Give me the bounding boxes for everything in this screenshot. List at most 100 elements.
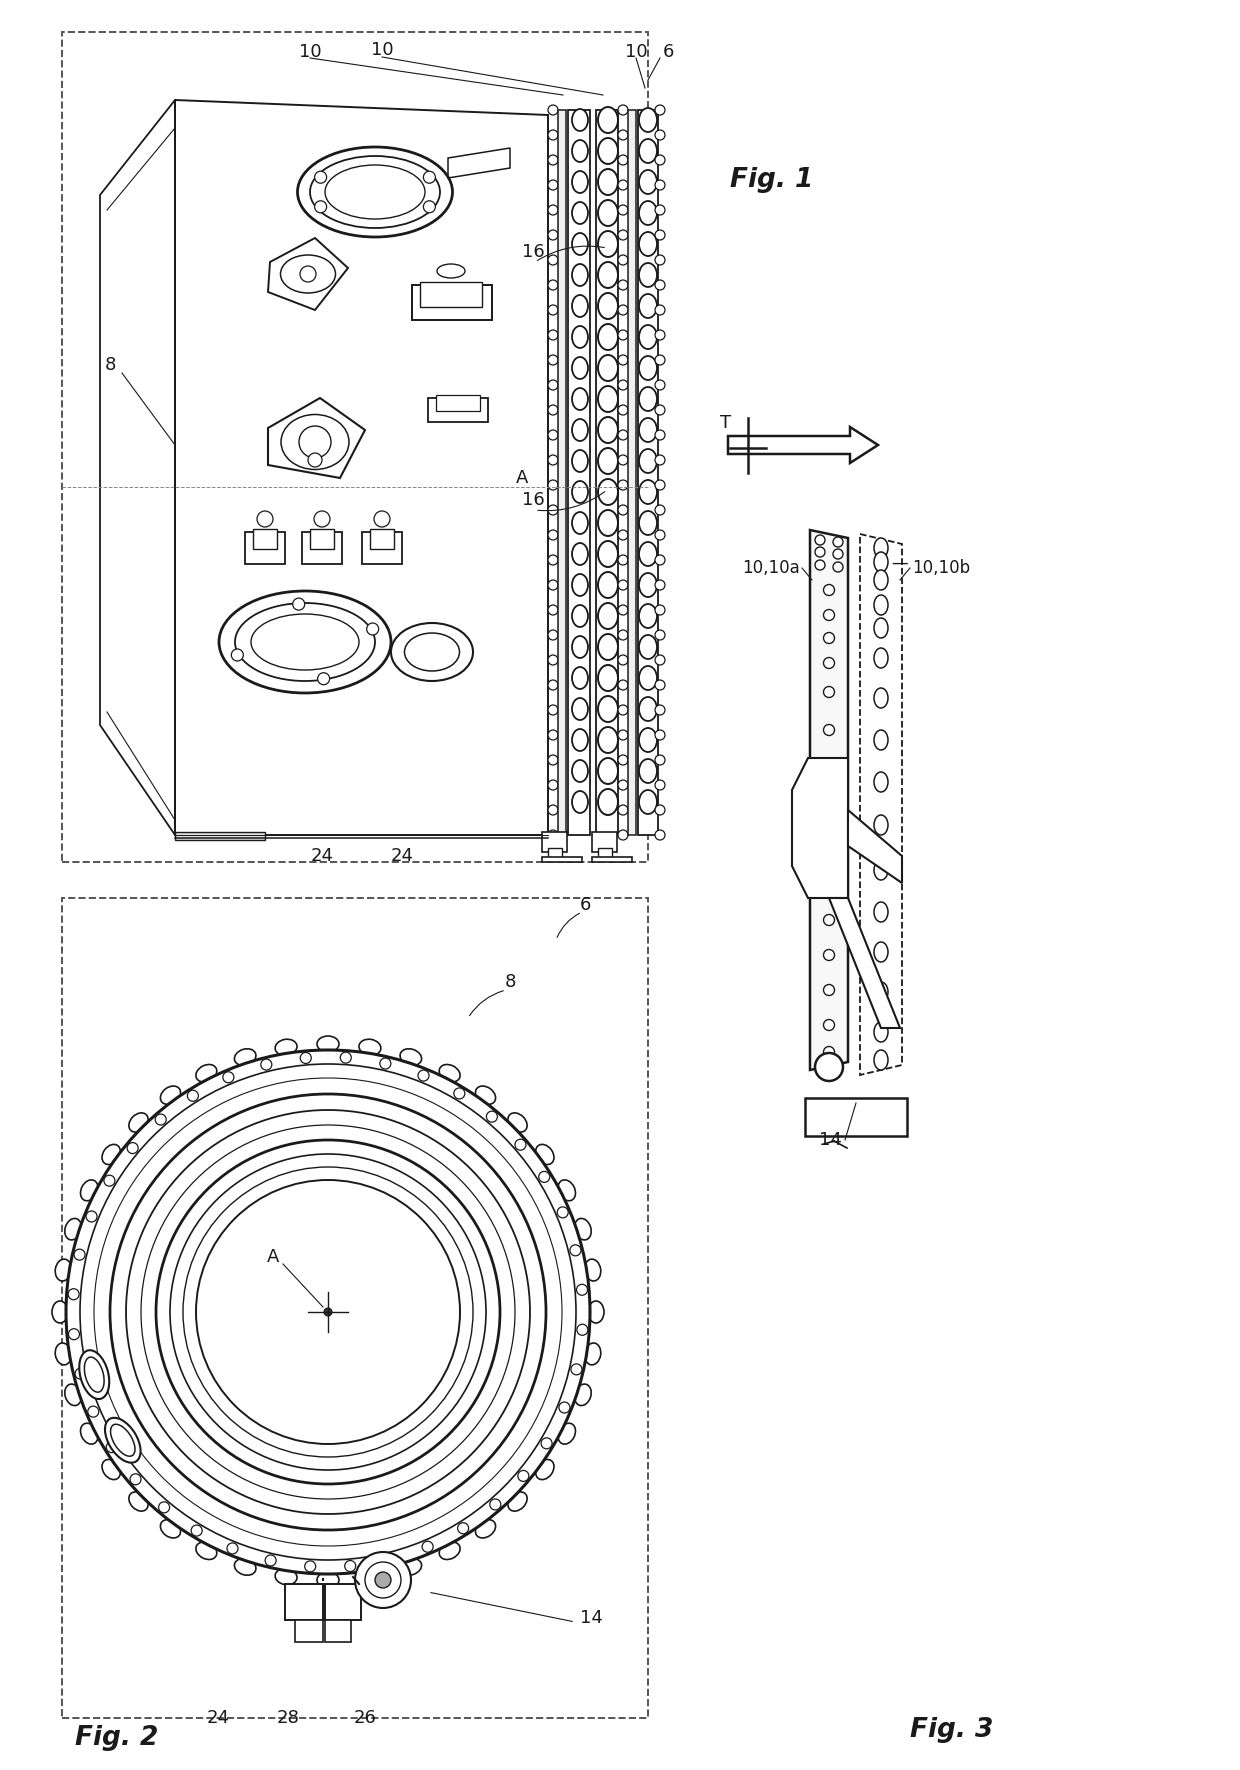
Ellipse shape [219, 591, 391, 694]
Text: 8: 8 [104, 356, 115, 373]
Ellipse shape [81, 1181, 98, 1200]
Circle shape [577, 1285, 588, 1296]
Ellipse shape [275, 1568, 298, 1584]
Ellipse shape [639, 604, 657, 628]
Circle shape [823, 915, 835, 926]
Ellipse shape [874, 903, 888, 922]
Circle shape [548, 729, 558, 740]
Ellipse shape [874, 814, 888, 835]
Circle shape [490, 1499, 501, 1510]
Ellipse shape [572, 481, 588, 503]
Circle shape [94, 1078, 562, 1545]
Ellipse shape [639, 140, 657, 163]
Circle shape [548, 830, 558, 841]
Ellipse shape [572, 635, 588, 658]
Text: 28: 28 [277, 1710, 299, 1728]
Ellipse shape [639, 108, 657, 133]
Ellipse shape [598, 232, 618, 257]
Ellipse shape [874, 1050, 888, 1071]
Bar [548, 848, 562, 858]
Bar [542, 832, 567, 851]
Ellipse shape [639, 666, 657, 690]
Bar [412, 285, 492, 320]
Circle shape [66, 1050, 590, 1574]
Bar [627, 110, 636, 835]
Circle shape [815, 559, 825, 570]
Circle shape [655, 704, 665, 715]
Circle shape [548, 504, 558, 515]
Ellipse shape [874, 570, 888, 589]
Ellipse shape [598, 448, 618, 474]
Circle shape [423, 172, 435, 184]
Circle shape [618, 556, 627, 565]
Circle shape [170, 1154, 486, 1471]
Text: 14: 14 [818, 1131, 842, 1149]
Ellipse shape [598, 106, 618, 133]
Text: 10,10a: 10,10a [743, 559, 800, 577]
Ellipse shape [874, 595, 888, 614]
Circle shape [548, 605, 558, 614]
Circle shape [655, 430, 665, 441]
Ellipse shape [572, 388, 588, 411]
Ellipse shape [84, 1358, 104, 1393]
Ellipse shape [160, 1087, 181, 1104]
Circle shape [315, 200, 326, 212]
Bar [362, 533, 402, 565]
Ellipse shape [439, 1542, 460, 1559]
Circle shape [548, 104, 558, 115]
Circle shape [823, 843, 835, 853]
Ellipse shape [639, 418, 657, 442]
Circle shape [227, 1543, 238, 1554]
Circle shape [655, 104, 665, 115]
Circle shape [345, 1561, 356, 1572]
Ellipse shape [639, 232, 657, 257]
Text: Fig. 3: Fig. 3 [910, 1717, 993, 1743]
Text: 26: 26 [353, 1710, 377, 1728]
Ellipse shape [234, 1559, 255, 1575]
Bar [558, 110, 565, 835]
Ellipse shape [574, 1384, 591, 1405]
Text: 6: 6 [580, 896, 591, 913]
Circle shape [454, 1089, 465, 1099]
Ellipse shape [196, 1542, 217, 1559]
Circle shape [418, 1071, 429, 1081]
Ellipse shape [598, 200, 618, 227]
Text: A: A [267, 1248, 279, 1266]
Circle shape [618, 304, 627, 315]
Circle shape [76, 1368, 86, 1379]
Circle shape [365, 1561, 401, 1598]
Circle shape [515, 1140, 526, 1151]
Bar [591, 857, 632, 862]
Text: 24: 24 [310, 848, 334, 866]
Ellipse shape [584, 1258, 601, 1281]
Ellipse shape [572, 759, 588, 782]
Circle shape [126, 1110, 529, 1513]
Text: 24: 24 [207, 1710, 229, 1728]
Circle shape [823, 687, 835, 697]
Bar [175, 832, 265, 841]
Ellipse shape [598, 418, 618, 442]
Ellipse shape [572, 296, 588, 317]
Circle shape [618, 805, 627, 814]
Ellipse shape [874, 648, 888, 667]
Ellipse shape [874, 1021, 888, 1043]
Circle shape [655, 280, 665, 290]
Ellipse shape [598, 666, 618, 690]
Circle shape [618, 756, 627, 765]
Circle shape [815, 1053, 843, 1081]
Bar [436, 395, 480, 411]
Circle shape [823, 1046, 835, 1057]
Circle shape [308, 453, 322, 467]
Bar [596, 110, 618, 835]
Ellipse shape [572, 450, 588, 473]
Polygon shape [830, 897, 900, 1028]
Bar [295, 1620, 322, 1643]
Ellipse shape [598, 789, 618, 814]
Ellipse shape [598, 138, 618, 165]
Ellipse shape [572, 573, 588, 596]
Circle shape [618, 280, 627, 290]
Circle shape [557, 1207, 568, 1218]
Ellipse shape [598, 324, 618, 350]
Circle shape [88, 1405, 99, 1418]
Circle shape [655, 205, 665, 214]
